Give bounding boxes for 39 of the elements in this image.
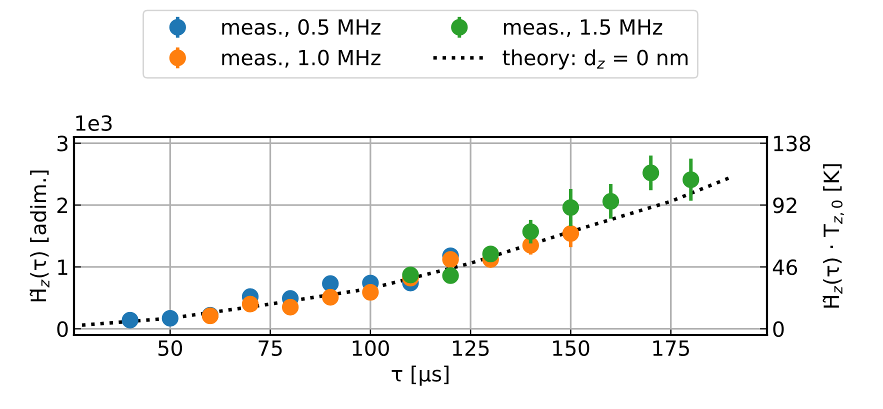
y2-tick-label: 138 (774, 136, 810, 152)
point (562, 225, 580, 242)
y2-axis-title: H̃$_{z}$(τ) · T$_{z,0}$ [K] (822, 164, 844, 308)
point (242, 296, 259, 312)
point (682, 171, 700, 188)
y-tick-label: 0 (57, 321, 68, 338)
y-tick-label: 1 (58, 260, 68, 275)
point (402, 266, 419, 284)
x-tick-label: 175 (653, 340, 689, 356)
text: 1e3 (76, 115, 112, 131)
point (642, 164, 660, 182)
point (122, 312, 138, 328)
legend-label: meas., 1.0 MHz (222, 50, 380, 68)
point (442, 267, 459, 284)
point (562, 199, 580, 216)
point (362, 284, 379, 301)
x-tick-label: 50 (158, 340, 182, 356)
x-axis-title: τ [µs] (392, 366, 448, 386)
point (522, 223, 539, 240)
y-axis-title: H̃$_{z}$(τ) [adim.] (30, 170, 50, 302)
legend-label: meas., 1.5 MHz (504, 19, 662, 37)
x-tick-label: 75 (258, 340, 282, 356)
legend-label: meas., 0.5 MHz (222, 19, 380, 37)
x-tick-label: 125 (452, 340, 489, 356)
point (282, 298, 299, 316)
y2-tick-label: 0 (773, 321, 784, 338)
y-tick-label: 2 (57, 198, 68, 213)
x-tick-label: 100 (352, 340, 389, 356)
y-tick-label: 3 (57, 136, 68, 152)
point (322, 288, 339, 306)
point (442, 251, 459, 268)
legend-label: theory: d$_{z}$ = 0 nm (502, 49, 688, 70)
point (322, 275, 339, 292)
point (602, 193, 620, 210)
point (482, 246, 499, 262)
y2-tick-label: 92 (773, 198, 796, 214)
point (162, 310, 178, 327)
x-tick-label: 150 (553, 340, 590, 356)
y2-tick-label: 46 (772, 259, 798, 276)
